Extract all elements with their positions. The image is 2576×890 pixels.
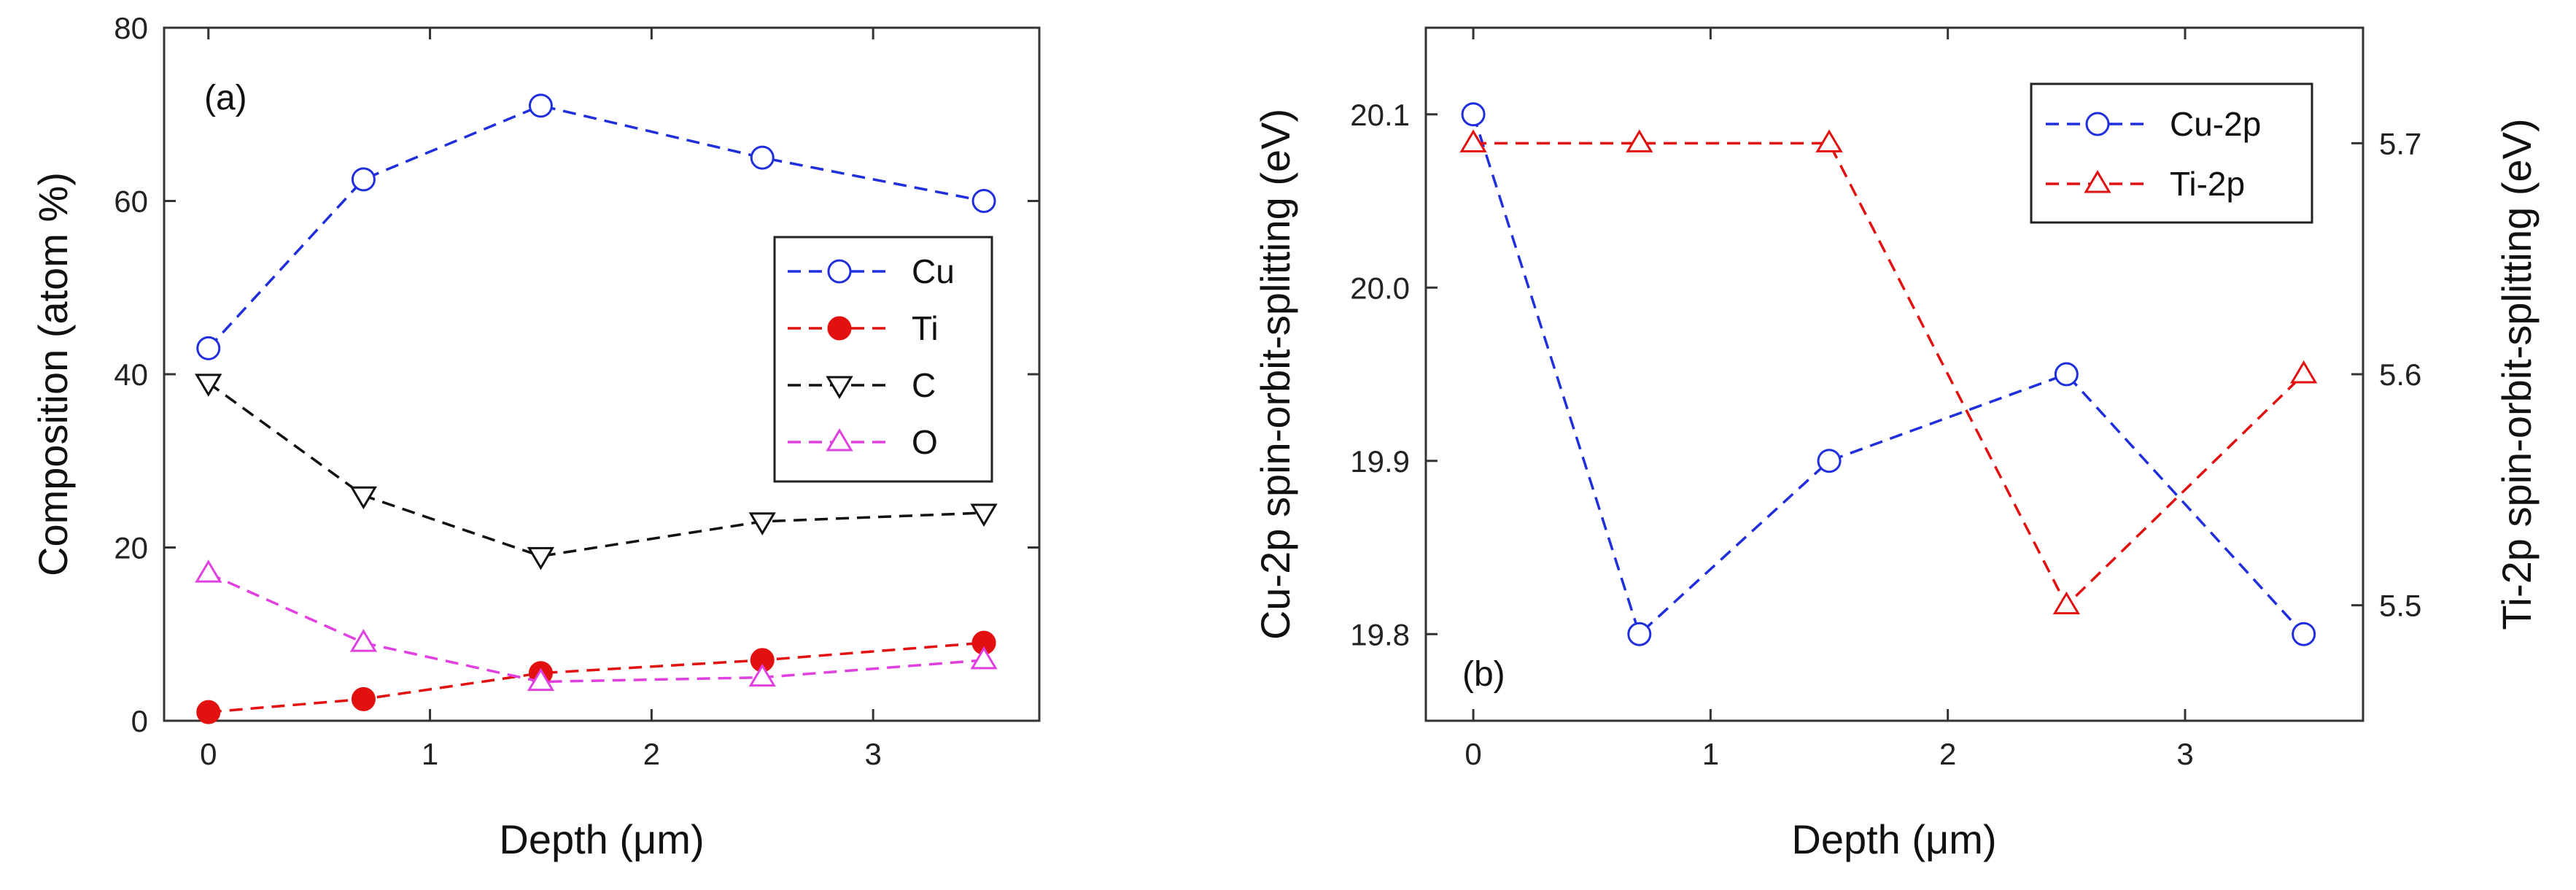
right-y-tick-label: 5.7 — [2379, 126, 2421, 160]
legend-marker — [2085, 112, 2110, 136]
series-cu-point — [351, 167, 376, 192]
series-o-point — [195, 560, 222, 583]
legend-marker — [826, 376, 853, 399]
legend-item-ti: Ti — [788, 309, 939, 347]
legend-label: Cu-2p — [2170, 105, 2261, 143]
panel-b: 0 1 2 3 19.8 19.9 20.0 20.1 5.5 5.6 5.7 (b) Depth … — [1252, 26, 2540, 862]
x-tick-label: 1 — [1702, 737, 1719, 771]
series-cu-point — [196, 336, 221, 360]
series-cu-2p-point — [2292, 622, 2316, 646]
y-tick-label: 40 — [114, 357, 148, 392]
x-tick-label: 1 — [422, 737, 438, 771]
series-cu-2p-point — [1627, 622, 1652, 646]
panel-b-legend-entries: Cu-2p Ti-2p — [2046, 105, 2261, 203]
x-tick-label: 0 — [1464, 737, 1481, 771]
series-ti-2p-point — [1626, 129, 1653, 152]
series-ti-2p-point — [1459, 129, 1487, 152]
series-cu-line — [207, 104, 985, 349]
panel-a: 0 1 2 3 0 20 40 60 80 (a) Depth (μm) Composition… — [30, 11, 1041, 862]
legend-marker — [827, 259, 852, 284]
panel-a-x-axis-title: Depth (μm) — [499, 816, 704, 862]
legend-item-cu: Cu — [788, 252, 955, 290]
y-tick-label: 60 — [114, 185, 148, 219]
series-ti-line — [208, 641, 985, 713]
legend-label: Cu — [912, 252, 955, 290]
x-tick-label: 2 — [643, 737, 660, 771]
panel-b-label: (b) — [1462, 655, 1505, 694]
series-cu-point — [528, 93, 553, 118]
series-ti — [196, 630, 996, 724]
series-ti-2p-point — [2052, 591, 2080, 615]
y-tick-label: 80 — [114, 11, 148, 45]
series-cu-2p-point — [2054, 362, 2079, 387]
series-o — [195, 560, 998, 692]
series-o-point — [748, 663, 776, 687]
legend-label: C — [912, 366, 936, 404]
series-cu-2p — [1461, 102, 2316, 646]
legend-marker — [827, 316, 852, 341]
panel-b-series — [1459, 102, 2318, 646]
panel-a-label: (a) — [204, 79, 247, 117]
legend-marker — [2084, 170, 2111, 193]
series-c-point — [970, 503, 998, 527]
x-tick-label: 2 — [1939, 737, 1956, 771]
series-c-point — [748, 512, 776, 535]
panel-a-y-axis-title: Composition (atom %) — [30, 172, 76, 576]
series-c-point — [195, 374, 222, 397]
panel-a-ticks: 0 1 2 3 0 20 40 60 80 — [114, 11, 1039, 771]
panel-b-legend-box — [2030, 82, 2313, 224]
legend-item-o: O — [788, 423, 938, 461]
legend-item-cu-2p: Cu-2p — [2046, 105, 2261, 143]
panel-b-legend: Cu-2p Ti-2p — [2030, 82, 2313, 224]
legend-marker — [826, 428, 853, 452]
series-cu — [196, 93, 996, 360]
series-ti-point — [351, 686, 376, 711]
x-tick-label: 0 — [200, 737, 217, 771]
series-ti-2p-point — [2290, 360, 2318, 384]
series-cu-2p-point — [1461, 102, 1486, 127]
series-c — [195, 374, 998, 570]
series-cu-point — [971, 189, 996, 213]
series-o-point — [527, 668, 555, 692]
series-ti-2p-line — [1473, 142, 2305, 608]
series-c-point — [527, 546, 555, 570]
series-o-point — [970, 646, 998, 670]
legend-item-ti-2p: Ti-2p — [2046, 165, 2245, 203]
panel-a-series — [195, 93, 998, 724]
panel-a-legend-entries: Cu Ti CO — [788, 252, 955, 461]
panel-b-right-y-axis-title: Ti-2p spin-orbit-splitting (eV) — [2494, 118, 2540, 630]
x-tick-label: 3 — [2176, 737, 2193, 771]
panel-b-ticks: 0 1 2 3 19.8 19.9 20.0 20.1 5.5 5.6 5.7 — [1350, 28, 2421, 771]
panel-a-legend-box — [773, 236, 993, 483]
x-tick-label: 3 — [864, 737, 881, 771]
left-y-tick-label: 20.1 — [1350, 98, 1410, 132]
series-c-point — [349, 486, 378, 510]
y-tick-label: 0 — [131, 704, 148, 738]
left-y-tick-label: 19.8 — [1350, 617, 1410, 651]
right-y-tick-label: 5.5 — [2379, 589, 2421, 623]
legend-label: O — [912, 423, 938, 461]
series-cu-point — [750, 145, 775, 170]
y-tick-label: 20 — [114, 531, 148, 565]
series-o-line — [208, 572, 985, 684]
legend-label: Ti — [912, 309, 939, 347]
legend-item-c: C — [788, 366, 936, 404]
legend-label: Ti-2p — [2170, 165, 2245, 203]
series-ti-2p-point — [1815, 129, 1843, 152]
right-y-tick-label: 5.6 — [2379, 357, 2421, 392]
left-y-tick-label: 20.0 — [1350, 271, 1410, 305]
series-c-line — [207, 382, 985, 558]
panel-b-left-y-axis-title: Cu-2p spin-orbit-splitting (eV) — [1252, 109, 1298, 640]
left-y-tick-label: 19.9 — [1350, 444, 1410, 479]
series-cu-2p-point — [1817, 449, 1842, 473]
series-cu-2p-line — [1472, 114, 2305, 637]
series-ti-2p — [1459, 129, 2318, 615]
series-o-point — [349, 629, 378, 652]
panel-a-legend: Cu Ti CO — [773, 236, 993, 483]
panel-b-x-axis-title: Depth (μm) — [1791, 816, 1996, 862]
series-ti-point — [196, 700, 221, 724]
